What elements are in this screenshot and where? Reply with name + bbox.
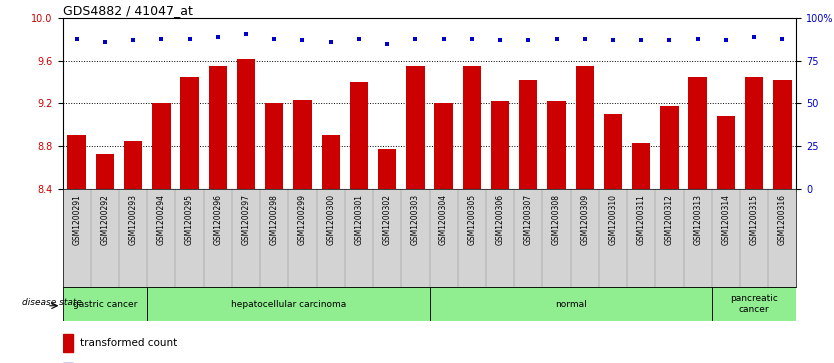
Text: GSM1200302: GSM1200302 [383,194,392,245]
Text: GSM1200291: GSM1200291 [73,194,81,245]
Point [578,36,591,41]
FancyBboxPatch shape [63,287,148,321]
Bar [575,66,594,189]
Text: GSM1200307: GSM1200307 [524,194,533,245]
Text: GSM1200312: GSM1200312 [665,194,674,245]
Text: GSM1200296: GSM1200296 [214,194,223,245]
Bar [68,135,86,189]
Text: GSM1200306: GSM1200306 [495,194,505,245]
Bar [519,80,537,189]
Bar [96,154,114,189]
Text: GSM1200303: GSM1200303 [411,194,420,245]
Text: GSM1200304: GSM1200304 [440,194,448,245]
Text: pancreatic
cancer: pancreatic cancer [731,294,778,314]
FancyBboxPatch shape [148,287,430,321]
Bar [435,103,453,189]
Bar [406,66,425,189]
Text: GSM1200299: GSM1200299 [298,194,307,245]
Point [154,36,168,41]
Point [691,36,705,41]
Text: disease state: disease state [22,298,82,307]
Point [183,36,196,41]
Point [437,36,450,41]
Text: hepatocellular carcinoma: hepatocellular carcinoma [231,299,346,309]
Text: GSM1200298: GSM1200298 [269,194,279,245]
Bar [349,82,368,189]
Point [409,36,422,41]
Bar [745,77,763,189]
Text: GSM1200311: GSM1200311 [636,194,646,245]
Point [663,37,676,43]
Text: GSM1200308: GSM1200308 [552,194,561,245]
Bar [294,100,312,189]
Text: GSM1200310: GSM1200310 [609,194,617,245]
Text: GSM1200294: GSM1200294 [157,194,166,245]
Text: GSM1200313: GSM1200313 [693,194,702,245]
Bar [661,106,679,189]
Bar [491,101,510,189]
Point [521,37,535,43]
Bar [63,334,73,352]
Text: GSM1200314: GSM1200314 [721,194,731,245]
Point [127,37,140,43]
Text: GSM1200309: GSM1200309 [580,194,590,245]
FancyBboxPatch shape [430,287,711,321]
Bar [604,114,622,189]
Point [606,37,620,43]
Text: GSM1200301: GSM1200301 [354,194,364,245]
Bar [547,101,565,189]
Point [239,30,253,36]
Text: GSM1200292: GSM1200292 [100,194,109,245]
Bar [773,80,791,189]
Point [352,36,365,41]
Text: GSM1200316: GSM1200316 [778,194,786,245]
Point [747,34,761,40]
Bar [689,77,707,189]
Bar [208,66,227,189]
Text: GSM1200293: GSM1200293 [128,194,138,245]
Point [719,37,732,43]
Text: transformed count: transformed count [80,338,178,348]
Point [296,37,309,43]
Bar [237,59,255,189]
Text: GSM1200305: GSM1200305 [467,194,476,245]
Bar [716,116,735,189]
Bar [322,135,340,189]
Bar [180,77,198,189]
Point [776,36,789,41]
Point [465,36,479,41]
Point [70,36,83,41]
Point [635,37,648,43]
Text: normal: normal [555,299,586,309]
Point [494,37,507,43]
Text: GSM1200300: GSM1200300 [326,194,335,245]
Bar [632,143,651,189]
Text: GSM1200295: GSM1200295 [185,194,194,245]
Point [211,34,224,40]
Point [98,39,112,45]
Point [324,39,338,45]
Bar [265,103,284,189]
Point [268,36,281,41]
Text: GDS4882 / 41047_at: GDS4882 / 41047_at [63,4,193,17]
Bar [463,66,481,189]
Point [380,41,394,47]
Text: GSM1200297: GSM1200297 [242,194,250,245]
FancyBboxPatch shape [711,287,796,321]
Bar [124,141,143,189]
Text: gastric cancer: gastric cancer [73,299,137,309]
Point [550,36,563,41]
Text: GSM1200315: GSM1200315 [750,194,759,245]
Bar [152,103,170,189]
Bar [378,149,396,189]
